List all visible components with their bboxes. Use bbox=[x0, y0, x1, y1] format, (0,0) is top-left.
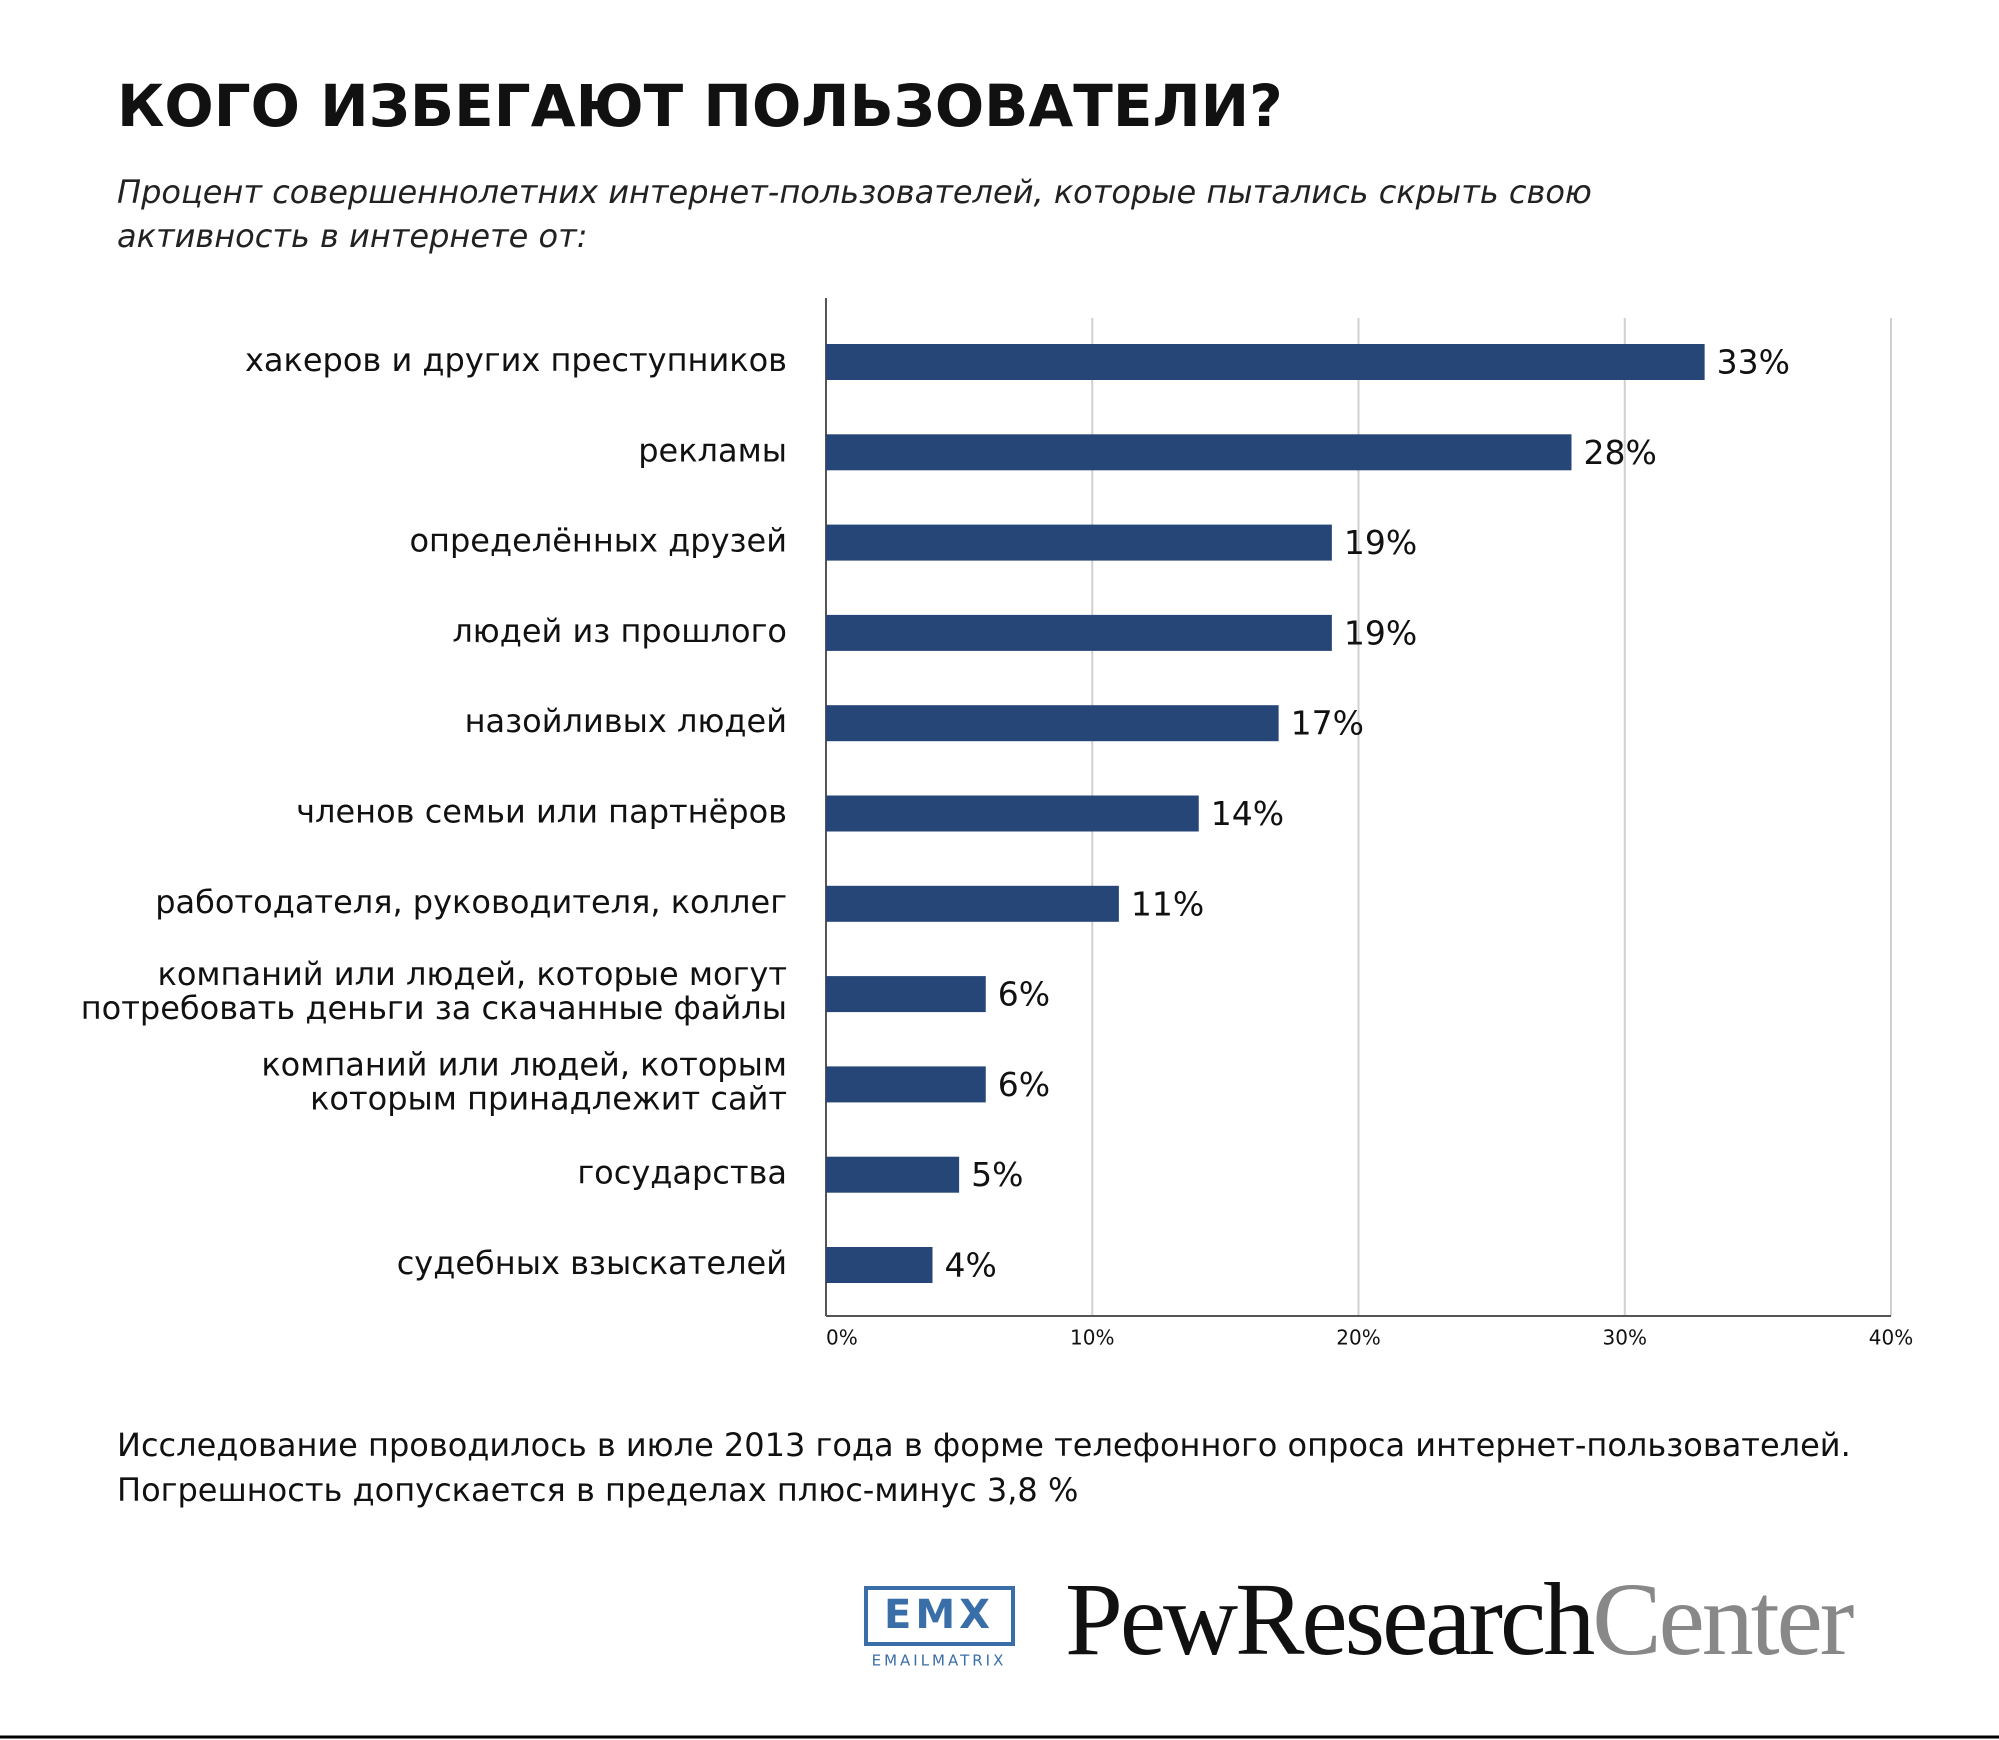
value-label: 33% bbox=[1717, 343, 1790, 382]
value-label: 11% bbox=[1131, 884, 1204, 923]
emx-name: EMAILMATRIX bbox=[872, 1652, 1007, 1670]
value-label: 5% bbox=[971, 1155, 1023, 1194]
y-tick-label: рекламы bbox=[638, 431, 787, 469]
footnote-line: Погрешность допускается в пределах плюс-… bbox=[117, 1471, 1079, 1509]
bar bbox=[826, 524, 1332, 561]
y-tick-label: компаний или людей, которым которым прина… bbox=[261, 1045, 787, 1117]
emx-box bbox=[864, 1586, 1015, 1646]
label-line: которым принадлежит сайт bbox=[310, 1079, 787, 1117]
pew-logo: PewResearchCenter bbox=[1065, 1562, 1854, 1677]
value-label: 14% bbox=[1211, 794, 1284, 833]
bar bbox=[826, 614, 1332, 651]
y-tick-label: работодателя, руководителя, коллег bbox=[155, 883, 787, 921]
value-label: 19% bbox=[1344, 613, 1417, 652]
bar bbox=[826, 705, 1279, 742]
label-line: компаний или людей, которым bbox=[261, 1045, 787, 1083]
bar bbox=[826, 1156, 960, 1193]
chart-title: КОГО ИЗБЕГАЮТ ПОЛЬЗОВАТЕЛИ? bbox=[117, 72, 1283, 140]
y-tick-label: компаний или людей, которые могут потребо… bbox=[81, 955, 787, 1027]
y-tick-label: хакеров и других преступников bbox=[245, 341, 787, 379]
y-tick-label: назойливых людей bbox=[465, 702, 787, 740]
label-line: компаний или людей, которые могут bbox=[158, 955, 788, 993]
y-tick-label: определённых друзей bbox=[409, 522, 787, 560]
x-tick-label: 0% bbox=[826, 1326, 858, 1350]
value-label: 6% bbox=[998, 975, 1050, 1014]
x-tick-label: 30% bbox=[1603, 1326, 1647, 1350]
bar bbox=[826, 795, 1199, 832]
pew-logo-dark: PewResearch bbox=[1065, 1562, 1594, 1677]
bar bbox=[826, 1066, 986, 1103]
value-label: 17% bbox=[1291, 704, 1364, 743]
label-line: потребовать деньги за скачанные файлы bbox=[81, 989, 787, 1027]
footnote-line: Исследование проводилось в июле 2013 год… bbox=[117, 1426, 1851, 1464]
chart-subtitle: Процент совершеннолетних интернет-пользо… bbox=[117, 173, 1592, 255]
value-label: 4% bbox=[945, 1246, 997, 1285]
emx-mark: EMX bbox=[884, 1592, 994, 1638]
bar bbox=[826, 344, 1705, 380]
value-label: 28% bbox=[1584, 433, 1657, 472]
bar bbox=[826, 1247, 933, 1283]
x-tick-label: 40% bbox=[1869, 1326, 1913, 1350]
y-tick-label: людей из прошлого bbox=[452, 612, 787, 650]
bar bbox=[826, 434, 1572, 471]
value-label: 19% bbox=[1344, 523, 1417, 562]
x-tick-label: 10% bbox=[1070, 1326, 1114, 1350]
y-tick-label: судебных взыскателей bbox=[397, 1244, 787, 1282]
y-tick-label: членов семьи или партнёров bbox=[296, 793, 787, 831]
pew-logo-light: Center bbox=[1592, 1562, 1854, 1677]
y-tick-label: государства bbox=[577, 1154, 787, 1192]
bar bbox=[826, 885, 1119, 922]
value-label: 6% bbox=[998, 1065, 1050, 1104]
x-tick-label: 20% bbox=[1336, 1326, 1380, 1350]
footnote: Исследование проводилось в июле 2013 год… bbox=[117, 1423, 1851, 1513]
bar bbox=[826, 976, 986, 1013]
